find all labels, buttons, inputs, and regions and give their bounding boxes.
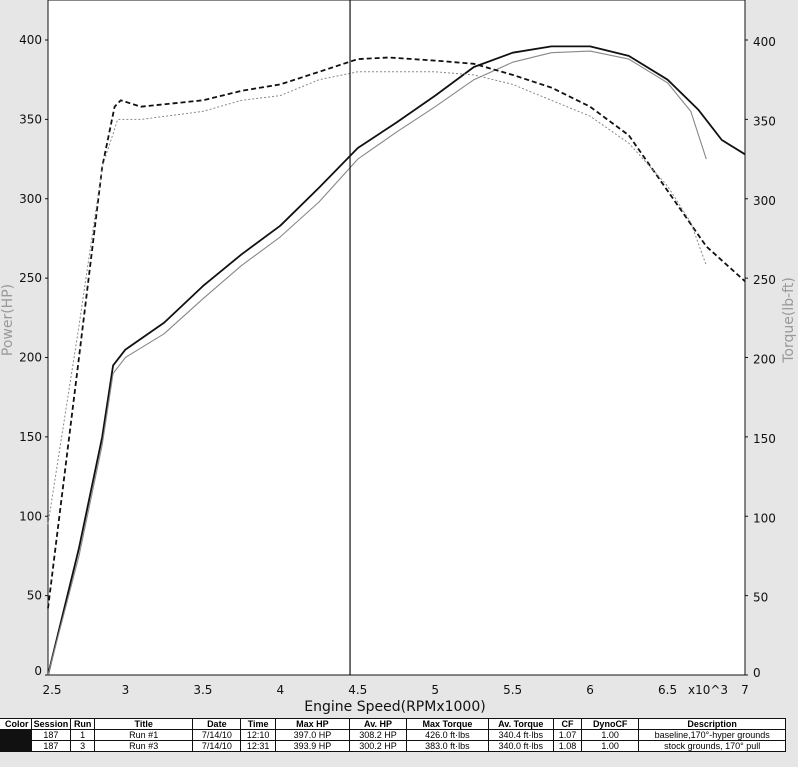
- y-right-tick-label: 0: [753, 666, 761, 680]
- table-cell: 1: [70, 729, 95, 741]
- y-right-tick-label: 300: [753, 194, 776, 208]
- y-right-tick-label: 200: [753, 353, 776, 367]
- table-cell: Run #3: [93, 740, 194, 752]
- y-left-tick-label: 150: [19, 430, 42, 444]
- table-cell: 340.0 ft·lbs: [487, 740, 554, 752]
- table-cell: 393.9 HP: [274, 740, 350, 752]
- x-tick-label: 2.5: [42, 683, 61, 697]
- y-right-tick-label: 50: [753, 591, 768, 605]
- dyno-chart: 2.5 3 3.5 4 4.5 5 5.5 6 6.5 705010015020025030035…: [0, 0, 797, 715]
- column-header: Av. HP: [348, 718, 408, 730]
- y-left-tick-label: 100: [19, 509, 42, 523]
- series-run3-torque-line: [47, 71, 707, 525]
- column-header: Max Torque: [406, 718, 489, 730]
- column-header: Time: [240, 718, 276, 730]
- table-cell: 426.0 ft·lbs: [406, 729, 489, 741]
- column-header: Color: [0, 718, 32, 730]
- column-header: Max HP: [274, 718, 350, 730]
- table-cell: 3: [70, 740, 95, 752]
- color-swatch: [0, 729, 32, 741]
- table-row[interactable]: 187 1 Run #1 7/14/10 12:10 397.0 HP 308.2 HP 42…: [0, 729, 786, 741]
- y-left-tick-label: 300: [19, 192, 42, 206]
- runs-table: Color Session Run Title Date Time Max HP Av. HP…: [0, 718, 786, 752]
- column-header: Run: [70, 718, 95, 730]
- y-right-tick-label: 350: [753, 114, 776, 128]
- table-cell: 1.08: [552, 740, 583, 752]
- x-tick-label: 7: [741, 683, 749, 697]
- x-tick-label: 5.5: [503, 683, 522, 697]
- x-tick-label: 4.5: [348, 683, 367, 697]
- column-header: DynoCF: [581, 718, 640, 730]
- table-cell: 187: [30, 729, 72, 741]
- table-cell: 1.00: [581, 729, 640, 741]
- table-cell: 308.2 HP: [348, 729, 408, 741]
- x-tick-label: 6: [586, 683, 594, 697]
- table-cell: baseline,170°-hyper grounds: [638, 729, 786, 741]
- table-cell: 1.07: [552, 729, 583, 741]
- y-left-tick-label: 250: [19, 271, 42, 285]
- table-cell: 1.00: [581, 740, 640, 752]
- table-cell: 7/14/10: [192, 729, 242, 741]
- table-cell: 12:10: [240, 729, 276, 741]
- x-tick-label: 3: [122, 683, 130, 697]
- table-cell: 340.4 ft·lbs: [487, 729, 554, 741]
- table-row[interactable]: 187 3 Run #3 7/14/10 12:31 393.9 HP 300.2 HP 38…: [0, 740, 786, 752]
- y-left-tick-label: 400: [19, 33, 42, 47]
- y-left-tick-label: 50: [27, 589, 42, 603]
- table-cell: 397.0 HP: [274, 729, 350, 741]
- table-cell: 187: [30, 740, 72, 752]
- table-cell: 12:31: [240, 740, 276, 752]
- y-right-tick-label: 250: [753, 273, 776, 287]
- table-cell: 300.2 HP: [348, 740, 408, 752]
- y-right-tick-label: 400: [753, 35, 776, 49]
- column-header: Date: [192, 718, 242, 730]
- table-cell: stock grounds, 170° pull: [638, 740, 786, 752]
- table-cell: 383.0 ft·lbs: [406, 740, 489, 752]
- table-cell: 7/14/10: [192, 740, 242, 752]
- y-left-tick-label: 350: [19, 112, 42, 126]
- series-run1-power-line: [47, 45, 746, 676]
- x-tick-label: 5: [431, 683, 439, 697]
- x-tick-label: 4: [277, 683, 285, 697]
- y-axis-left-label: Power(HP): [0, 284, 16, 356]
- x-tick-label: 3.5: [193, 683, 212, 697]
- y-right-tick-label: 100: [753, 511, 776, 525]
- plot-area: [47, 0, 746, 676]
- y-left-tick-label: 200: [19, 351, 42, 365]
- table-header: Color Session Run Title Date Time Max HP Av. HP…: [0, 718, 786, 730]
- column-header: Session: [30, 718, 72, 730]
- color-swatch: [0, 740, 32, 752]
- x-axis-label: Engine Speed(RPMx1000): [304, 699, 485, 715]
- column-header: Description: [638, 718, 786, 730]
- column-header: Av. Torque: [487, 718, 554, 730]
- y-right-tick-label: 150: [753, 432, 776, 446]
- y-axis-right-label: Torque(lb-ft): [781, 277, 797, 364]
- x-axis-multiplier: x10^3: [688, 683, 728, 697]
- column-header: Title: [93, 718, 194, 730]
- y-left-tick-label: 0: [34, 664, 42, 678]
- series-run3-power-line: [47, 50, 707, 676]
- table-cell: Run #1: [93, 729, 194, 741]
- x-tick-label: 6.5: [658, 683, 677, 697]
- column-header: CF: [552, 718, 583, 730]
